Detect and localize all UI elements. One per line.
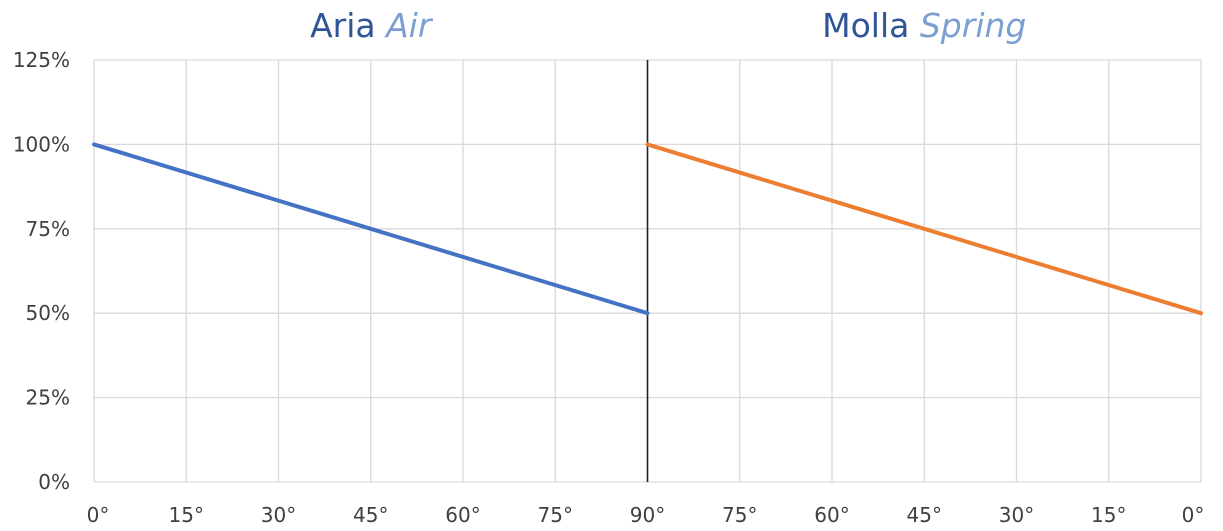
x-tick-label: 15° [1091, 503, 1126, 527]
series-line-1 [92, 142, 650, 316]
x-tick-label: 90° [630, 503, 665, 527]
title-main-text: Molla [822, 6, 920, 45]
y-tick-label: 75% [26, 217, 70, 241]
y-tick-label: 125% [13, 48, 70, 72]
y-axis-tick-labels: 0% 25% 50% 75% 100% 125% [13, 48, 70, 494]
y-tick-label: 25% [26, 386, 70, 410]
x-tick-label: 75° [722, 503, 757, 527]
x-tick-label: 45° [907, 503, 942, 527]
x-tick-label: 0° [1182, 503, 1205, 527]
title-italic-text: Air [384, 6, 434, 45]
x-tick-label: 30° [261, 503, 296, 527]
title-italic-text: Spring [920, 6, 1027, 45]
series-lines [92, 142, 1203, 316]
x-tick-label: 75° [538, 503, 573, 527]
x-tick-label: 60° [814, 503, 849, 527]
title-main-text: Aria [310, 6, 386, 45]
y-tick-label: 50% [26, 301, 70, 325]
x-tick-label: 0° [87, 503, 110, 527]
x-tick-label: 60° [445, 503, 480, 527]
x-tick-label: 45° [353, 503, 388, 527]
chart-title: Molla Spring [822, 6, 1026, 45]
x-tick-label: 15° [169, 503, 204, 527]
x-tick-label: 30° [999, 503, 1034, 527]
chart-titles: Aria Air Molla Spring [310, 6, 1026, 45]
chart-title: Aria Air [310, 6, 434, 45]
x-axis-tick-labels: 0° 15° 30° 45° 60° 75° 90° 75° 60° 45° 30° 15° 0° [87, 503, 1205, 527]
y-tick-label: 0% [38, 470, 70, 494]
y-tick-label: 100% [13, 132, 70, 156]
series-line-2 [645, 142, 1203, 316]
